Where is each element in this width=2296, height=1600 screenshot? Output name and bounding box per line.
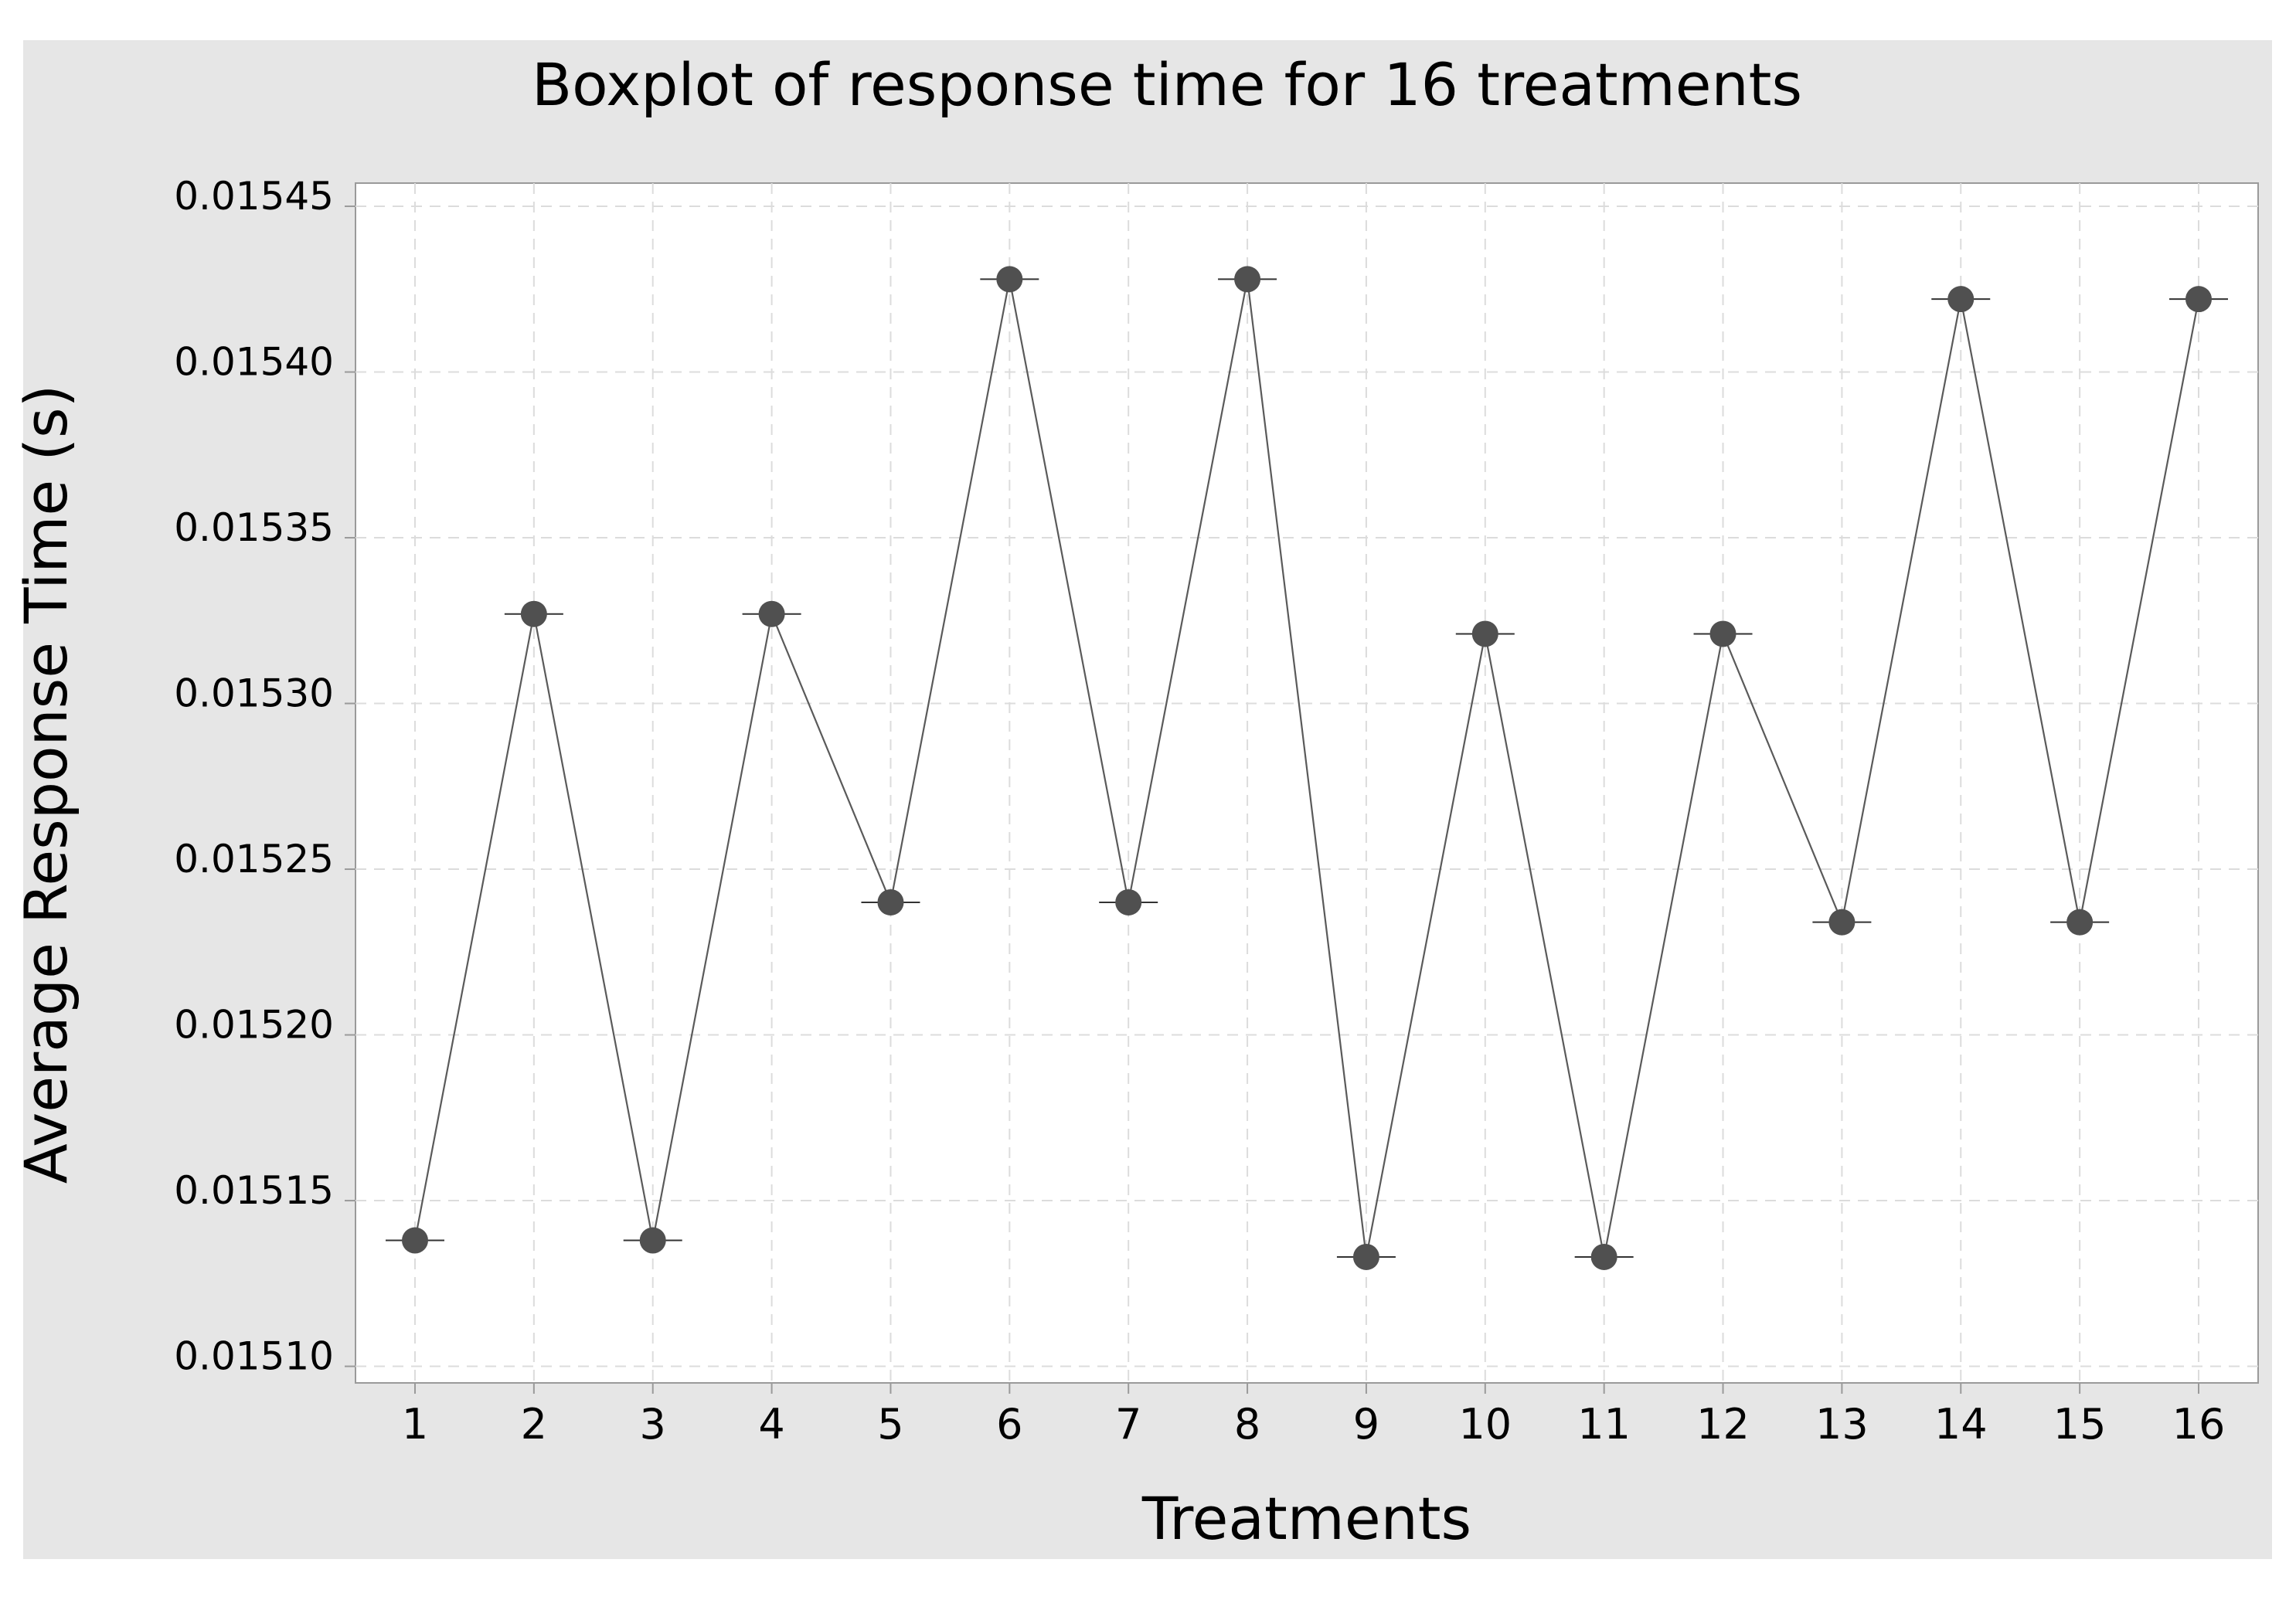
y-axis-label: Average Response Time (s) — [12, 385, 80, 1184]
x-tick-label: 8 — [1234, 1400, 1260, 1449]
data-point — [1352, 1243, 1379, 1270]
x-tick-label: 15 — [2053, 1400, 2107, 1449]
data-point — [996, 266, 1023, 293]
data-point — [1590, 1243, 1617, 1270]
plot-area — [355, 182, 2259, 1384]
y-tick-label: 0.01510 — [174, 1334, 334, 1379]
y-tick-label: 0.01525 — [174, 837, 334, 882]
y-tick-label: 0.01520 — [174, 1003, 334, 1048]
x-tick-label: 6 — [996, 1400, 1022, 1449]
data-point — [1709, 620, 1736, 647]
x-tick-label: 2 — [521, 1400, 547, 1449]
x-tick-label: 9 — [1353, 1400, 1379, 1449]
x-tick-label: 4 — [758, 1400, 784, 1449]
series-line — [413, 279, 2200, 1258]
x-tick-label: 3 — [640, 1400, 666, 1449]
y-tick-label: 0.01515 — [174, 1168, 334, 1213]
axis-ticks: 0.01510 0.01515 0.01520 0.01525 0.01530 0.015… — [174, 174, 2225, 1449]
data-point — [639, 1227, 666, 1254]
data-point — [1115, 888, 1142, 915]
data-point — [2185, 286, 2212, 313]
y-tick-label: 0.01540 — [174, 340, 334, 385]
y-tick-label: 0.01530 — [174, 671, 334, 716]
y-tick-label: 0.01535 — [174, 505, 334, 550]
chart-title: Boxplot of response time for 16 treatmen… — [532, 50, 1802, 119]
x-tick-label: 10 — [1458, 1400, 1512, 1449]
data-point — [1828, 909, 1856, 936]
x-tick-label: 5 — [877, 1400, 903, 1449]
x-axis-label: Treatments — [1141, 1484, 1471, 1553]
y-tick-label: 0.01545 — [174, 174, 334, 219]
data-point — [1471, 620, 1498, 647]
x-tick-label: 14 — [1934, 1400, 1988, 1449]
series-layer — [386, 266, 2228, 1270]
data-point — [1234, 266, 1261, 293]
x-tick-label: 16 — [2172, 1400, 2226, 1449]
x-tick-label: 11 — [1577, 1400, 1631, 1449]
data-point — [2066, 909, 2094, 936]
grid-layer — [355, 183, 2258, 1383]
data-point — [1947, 286, 1975, 313]
x-tick-label: 12 — [1696, 1400, 1750, 1449]
data-point — [402, 1227, 428, 1254]
data-point — [520, 600, 547, 627]
data-point — [758, 600, 785, 627]
x-tick-label: 13 — [1815, 1400, 1869, 1449]
data-point — [877, 888, 904, 915]
x-tick-label: 7 — [1115, 1400, 1141, 1449]
x-tick-label: 1 — [402, 1400, 428, 1449]
